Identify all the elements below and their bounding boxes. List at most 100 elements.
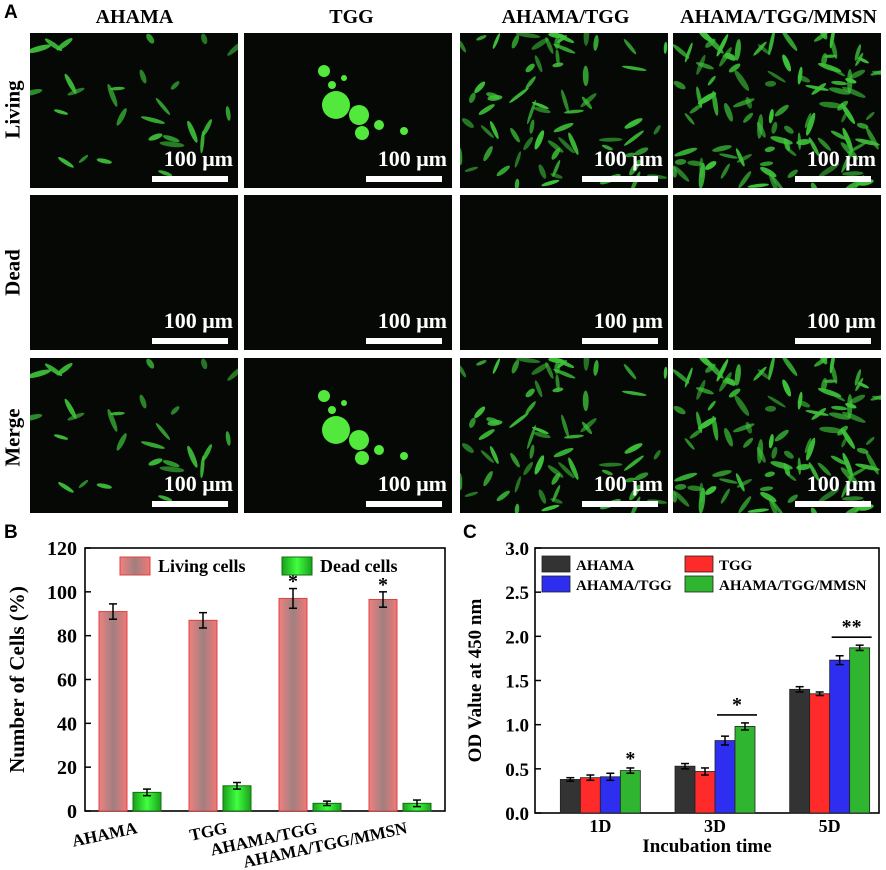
cell bbox=[227, 39, 238, 56]
cell bbox=[509, 412, 529, 428]
cell bbox=[58, 482, 74, 493]
cell bbox=[523, 461, 534, 476]
cell bbox=[534, 130, 545, 150]
bar-living-cells bbox=[368, 599, 398, 812]
cell bbox=[810, 507, 818, 513]
micrograph-dead-ahama: 100 μm bbox=[30, 195, 238, 350]
bar-living-cells bbox=[278, 597, 308, 812]
cell bbox=[623, 364, 637, 380]
bar-ahama-tgg bbox=[714, 740, 736, 814]
cell bbox=[531, 426, 549, 435]
micrograph-living-ahama-tgg-mmsn: 100 μm bbox=[673, 33, 881, 188]
cell bbox=[805, 112, 816, 136]
bar-ahama bbox=[789, 688, 811, 814]
cell bbox=[689, 103, 703, 114]
cell bbox=[155, 422, 171, 440]
cell bbox=[805, 437, 816, 461]
cell bbox=[855, 52, 864, 67]
panel-a-letter: A bbox=[4, 2, 18, 23]
significance-marker: * bbox=[378, 574, 388, 596]
cell bbox=[464, 166, 479, 172]
legend-label: AHAMA/TGG bbox=[576, 578, 672, 594]
cell bbox=[514, 151, 521, 168]
cell bbox=[107, 83, 118, 107]
column-header-tgg: TGG bbox=[329, 6, 374, 28]
cell bbox=[527, 424, 536, 450]
cell bbox=[768, 172, 779, 188]
cell bbox=[140, 116, 165, 124]
scale-bar bbox=[795, 501, 871, 507]
cell-cluster bbox=[341, 400, 347, 406]
cell bbox=[469, 92, 476, 104]
cell bbox=[634, 147, 649, 156]
row-label-living: Living bbox=[0, 80, 25, 139]
cell bbox=[64, 73, 77, 94]
cell bbox=[784, 450, 794, 459]
y-tick-label: 60 bbox=[57, 670, 77, 692]
cell bbox=[787, 494, 798, 504]
cell bbox=[483, 470, 493, 487]
cell bbox=[558, 137, 575, 154]
scale-bar-label: 100 μm bbox=[377, 308, 447, 333]
cell bbox=[756, 121, 766, 138]
cell bbox=[155, 97, 171, 115]
micrograph-merge-ahama: 100 μm bbox=[30, 358, 238, 513]
scale-bar-label: 100 μm bbox=[806, 146, 876, 171]
x-tick-label: 3D bbox=[704, 816, 726, 836]
cell bbox=[551, 472, 561, 485]
cell bbox=[764, 80, 777, 87]
cell bbox=[684, 113, 695, 125]
cell bbox=[696, 379, 706, 400]
cell bbox=[474, 81, 486, 94]
cell bbox=[538, 489, 547, 504]
cell bbox=[159, 466, 185, 473]
cell bbox=[545, 362, 554, 379]
cell bbox=[64, 398, 77, 419]
cell-cluster bbox=[400, 452, 408, 460]
cell bbox=[140, 441, 165, 449]
cell bbox=[830, 455, 847, 465]
micrograph-living-tgg: 100 μm bbox=[244, 33, 452, 188]
legend-swatch bbox=[541, 575, 571, 593]
cell bbox=[805, 85, 829, 91]
cell bbox=[759, 161, 774, 167]
cell bbox=[580, 418, 597, 433]
cell bbox=[511, 359, 520, 374]
cell bbox=[767, 70, 786, 83]
cell bbox=[831, 405, 848, 411]
cell-cluster bbox=[322, 91, 350, 119]
panel-c-letter: C bbox=[463, 522, 477, 543]
cell bbox=[774, 104, 789, 117]
cell bbox=[819, 101, 843, 109]
cell bbox=[849, 394, 866, 404]
scale-bar-label: 100 μm bbox=[806, 308, 876, 333]
y-tick-label: 20 bbox=[57, 757, 77, 779]
legend-swatch bbox=[684, 555, 714, 573]
cell bbox=[116, 433, 127, 451]
cell bbox=[478, 104, 495, 115]
legend-swatch bbox=[119, 556, 151, 576]
cell bbox=[492, 33, 500, 49]
cell bbox=[841, 474, 853, 498]
cell bbox=[561, 414, 570, 438]
cell bbox=[840, 103, 856, 124]
cell bbox=[629, 159, 641, 176]
cell bbox=[854, 44, 862, 61]
cell bbox=[684, 438, 695, 450]
cell bbox=[534, 55, 543, 73]
cell bbox=[768, 433, 774, 449]
cell bbox=[582, 65, 589, 87]
cell bbox=[673, 490, 690, 507]
cell bbox=[845, 504, 864, 513]
cell bbox=[30, 89, 43, 96]
cell bbox=[787, 169, 798, 179]
cell bbox=[187, 445, 198, 468]
cell bbox=[634, 472, 649, 481]
cell bbox=[804, 112, 812, 129]
cell bbox=[842, 171, 864, 176]
cell bbox=[558, 462, 575, 479]
cell bbox=[707, 400, 716, 411]
cell bbox=[525, 63, 535, 73]
cell bbox=[460, 38, 467, 53]
scale-bar-label: 100 μm bbox=[593, 471, 663, 496]
